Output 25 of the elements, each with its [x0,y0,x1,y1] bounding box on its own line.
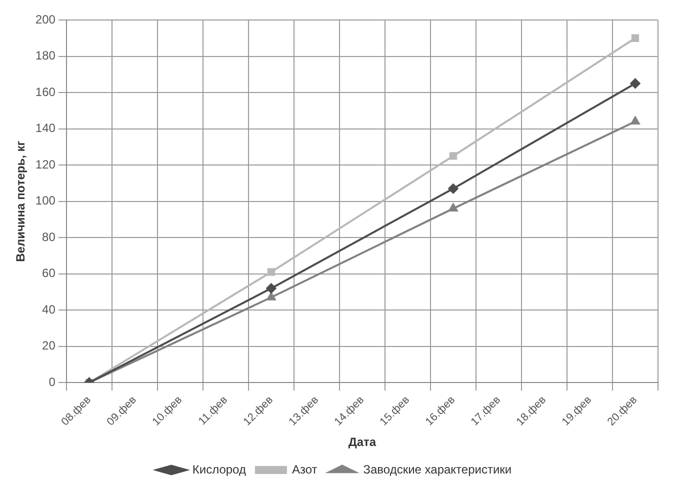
y-tick-label: 80 [42,230,56,244]
x-axis-title: Дата [348,435,376,450]
point [448,184,458,194]
y-tick-label: 100 [35,194,56,208]
legend-label: Заводские характеристики [363,462,512,476]
point [631,34,640,42]
y-tick-label: 40 [42,302,56,316]
y-tick-label: 160 [35,84,56,99]
y-axis-title: Величина потерь, кг [14,140,28,262]
point [630,116,640,125]
point [267,268,276,276]
y-tick-label: 20 [42,338,56,353]
point [266,292,276,300]
legend-label: Кислород [192,462,246,476]
y-tick-label: 60 [42,266,56,280]
point [630,78,640,88]
point [266,283,276,294]
y-tick-label: 200 [35,12,56,26]
y-tick-label: 140 [35,121,56,136]
y-tick-label: 0 [48,374,56,389]
point [448,204,458,212]
legend-label: Азот [292,462,318,476]
y-tick-label: 180 [35,48,56,63]
point [449,152,458,160]
y-tick-label: 120 [35,157,56,172]
